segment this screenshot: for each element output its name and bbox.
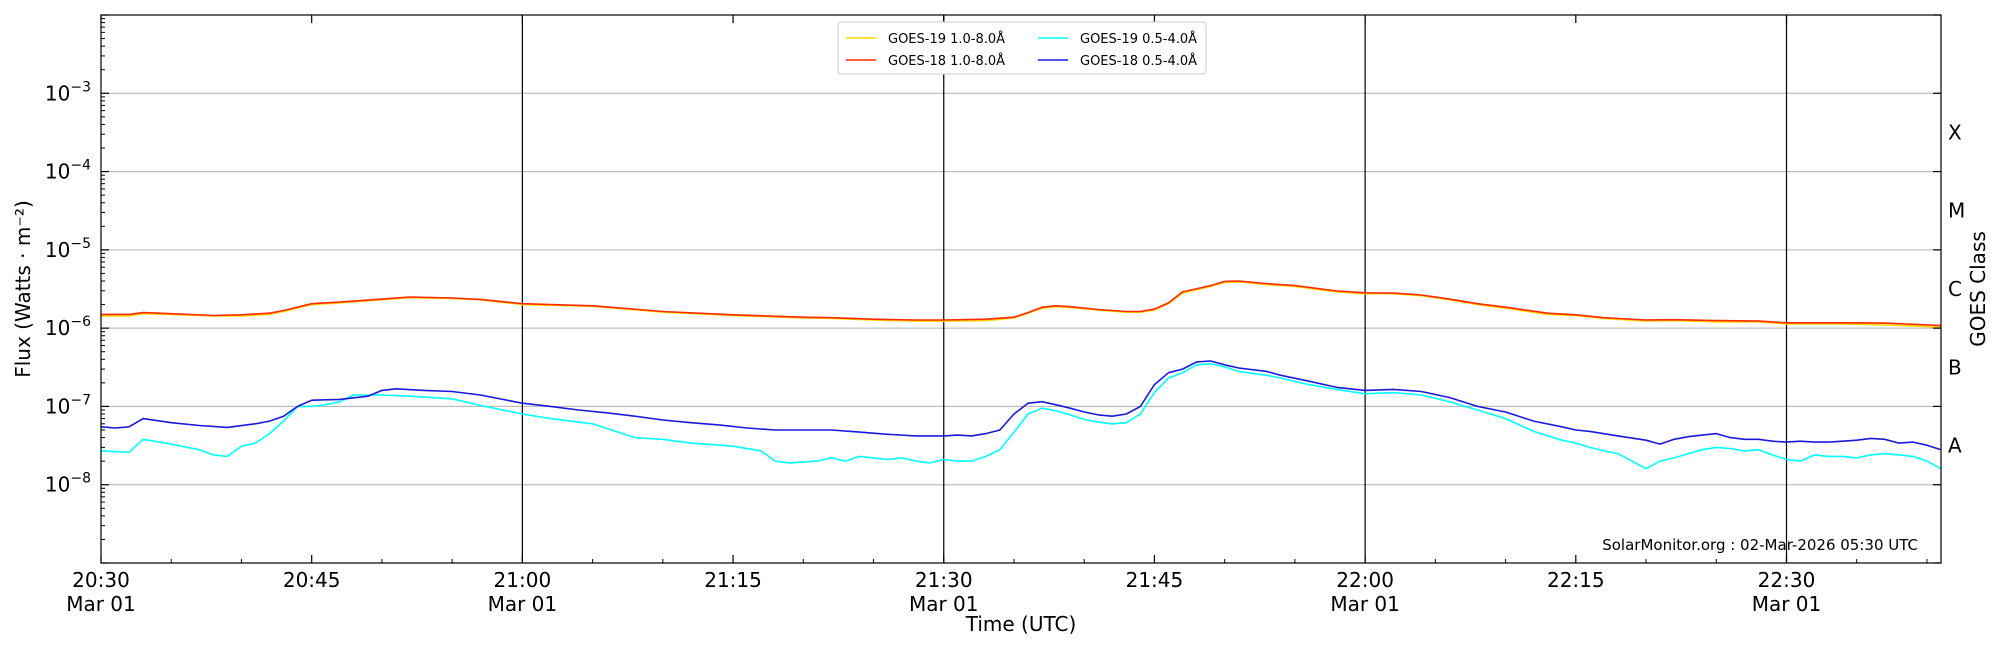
goes-class-label: B bbox=[1948, 355, 1962, 379]
y-tick-label: 10−4 bbox=[45, 158, 91, 184]
series-line-4 bbox=[100, 360, 1942, 451]
x-tick-label: 22:15 bbox=[1547, 568, 1605, 592]
x-tick-label: 22:00 bbox=[1336, 568, 1394, 592]
x-tick-label: 21:00 bbox=[494, 568, 552, 592]
series-line-3 bbox=[100, 363, 1942, 470]
y-tick-label: 10−6 bbox=[45, 314, 91, 340]
x-tick-label: 21:15 bbox=[704, 568, 762, 592]
y-tick-label: 10−5 bbox=[45, 236, 91, 262]
series-line-2 bbox=[101, 280, 1942, 327]
x-tick-label: 20:30 bbox=[72, 568, 130, 592]
credit-text: SolarMonitor.org : 02-Mar-2026 05:30 UTC bbox=[1602, 536, 1918, 554]
legend-box bbox=[837, 21, 1207, 75]
legend-label: GOES-19 1.0-8.0Å bbox=[888, 31, 1005, 47]
goes-class-axis-title: GOES Class bbox=[1966, 231, 1990, 347]
legend-label: GOES-19 0.5-4.0Å bbox=[1080, 31, 1197, 47]
x-tick-label: 22:30 bbox=[1758, 568, 1816, 592]
legend-label: GOES-18 0.5-4.0Å bbox=[1080, 53, 1197, 69]
goes-class-label: X bbox=[1948, 120, 1962, 144]
legend-label: GOES-18 1.0-8.0Å bbox=[888, 53, 1005, 69]
x-tick-date: Mar 01 bbox=[1330, 592, 1400, 616]
x-tick-date: Mar 01 bbox=[66, 592, 136, 616]
x-tick-label: 21:45 bbox=[1126, 568, 1184, 592]
goes-class-label: M bbox=[1948, 199, 1965, 223]
plot-frame bbox=[100, 14, 1942, 564]
y-tick-label: 10−3 bbox=[45, 79, 91, 105]
goes-class-label: C bbox=[1948, 277, 1962, 301]
x-tick-label: 21:30 bbox=[915, 568, 973, 592]
y-axis-title: Flux (Watts · m⁻²) bbox=[11, 200, 35, 378]
x-axis-title: Time (UTC) bbox=[965, 612, 1077, 636]
x-tick-date: Mar 01 bbox=[1752, 592, 1822, 616]
x-tick-date: Mar 01 bbox=[488, 592, 558, 616]
legend: GOES-19 1.0-8.0Å GOES-18 1.0-8.0Å GOES-19 … bbox=[837, 21, 1207, 75]
y-tick-label: 10−7 bbox=[45, 392, 91, 418]
x-tick-label: 20:45 bbox=[283, 568, 341, 592]
goes-class-label: A bbox=[1948, 434, 1962, 458]
x-tick-date: Mar 01 bbox=[909, 592, 979, 616]
y-tick-label: 10−8 bbox=[45, 471, 91, 497]
